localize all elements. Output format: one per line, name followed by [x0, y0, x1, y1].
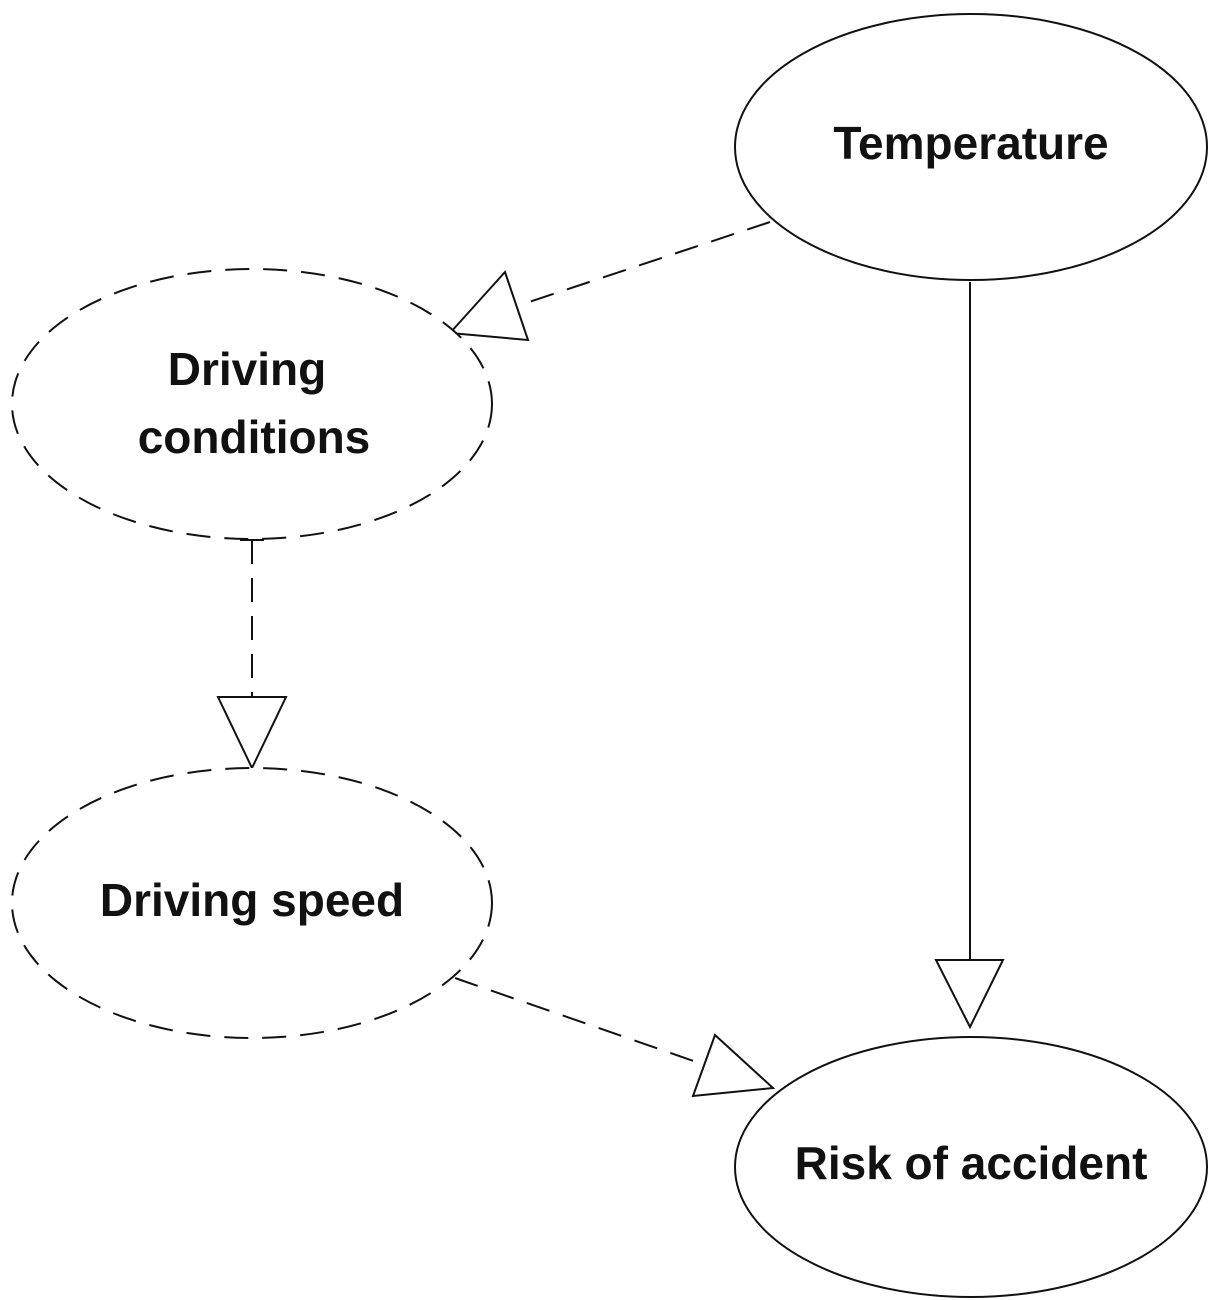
- node: [734, 1036, 1208, 1298]
- edge: [519, 221, 771, 306]
- edge: [454, 977, 706, 1066]
- arrowhead: [216, 696, 288, 771]
- node: [11, 268, 493, 540]
- arrowhead: [691, 1033, 776, 1098]
- node-label: Temperature: [833, 117, 1108, 169]
- node: [734, 13, 1208, 281]
- node-label: Risk of accident: [795, 1137, 1148, 1189]
- node: [11, 767, 493, 1039]
- node-label: Driving speed: [100, 874, 404, 926]
- node-label: conditions: [138, 411, 371, 463]
- node-label: Driving: [168, 343, 326, 395]
- arrowhead: [934, 959, 1005, 1030]
- arrowhead: [447, 270, 530, 342]
